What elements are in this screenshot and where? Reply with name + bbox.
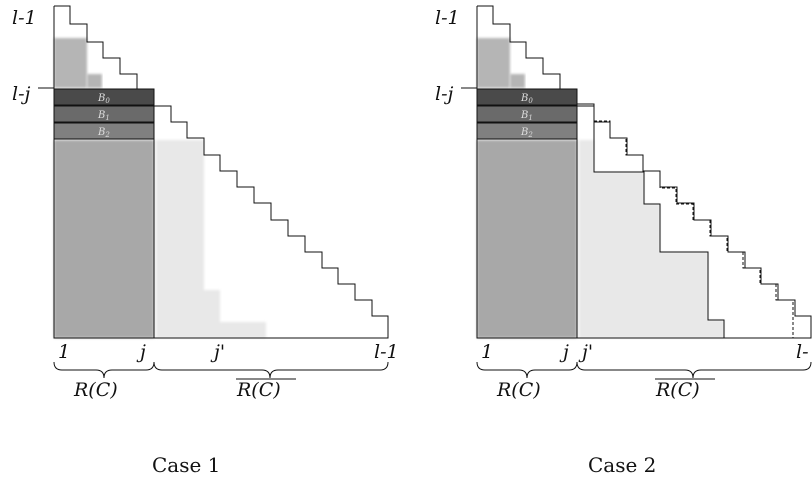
case1-brace-left [53, 361, 155, 379]
case2-diagram: B0 B1 B2 l-1 l-j 1 j j' l- R(C) R(C) Cas… [435, 5, 812, 477]
case1-brace-right-label: R(C) [236, 379, 281, 401]
case2-light-gray-region [579, 140, 724, 338]
case1-row-label-top: l-1 [12, 7, 37, 29]
case1-diagram: B0 B1 B2 l-1 l-j 1 j j' l-1 R(C) R(C) Ca… [12, 5, 399, 477]
case2-col-label-j: j [559, 341, 569, 363]
case2-inner-staircase [577, 103, 725, 338]
case2-rc-gray-region [477, 140, 577, 338]
case2-brace-right-label: R(C) [655, 379, 700, 401]
case2-brace-right [576, 361, 812, 379]
case1-col-label-jprime: j' [210, 341, 225, 363]
case2-upper-gray-step [510, 60, 525, 88]
case1-col-label-j: j [136, 341, 146, 363]
case2-caption: Case 2 [588, 453, 656, 477]
case1-staircase-outline [53, 5, 389, 339]
case1-upper-gray-region [54, 38, 87, 88]
case2-row-label-mid: l-j [435, 83, 453, 105]
case1-light-gray-region [156, 140, 266, 338]
case2-row-label-top: l-1 [435, 7, 460, 29]
case2-brace-left-label: R(C) [496, 379, 541, 401]
case2-brace-left [476, 361, 578, 379]
case1-col-label-start: 1 [58, 341, 70, 363]
case2-upper-gray-region [477, 38, 510, 88]
case1-brace-left-label: R(C) [73, 379, 118, 401]
case1-upper-gray-step [87, 60, 102, 88]
case2-col-label-jprime: j' [578, 341, 593, 363]
case1-brace-right [153, 361, 389, 379]
case1-caption: Case 1 [152, 453, 220, 477]
case2-col-label-start: 1 [481, 341, 493, 363]
case2-staircase-outline [476, 5, 812, 339]
case2-dashed-staircase [594, 120, 794, 338]
case2-col-label-end: l- [796, 341, 809, 363]
case1-rc-gray-region [54, 140, 154, 338]
case1-col-label-end: l-1 [374, 341, 399, 363]
case1-row-label-mid: l-j [12, 83, 30, 105]
